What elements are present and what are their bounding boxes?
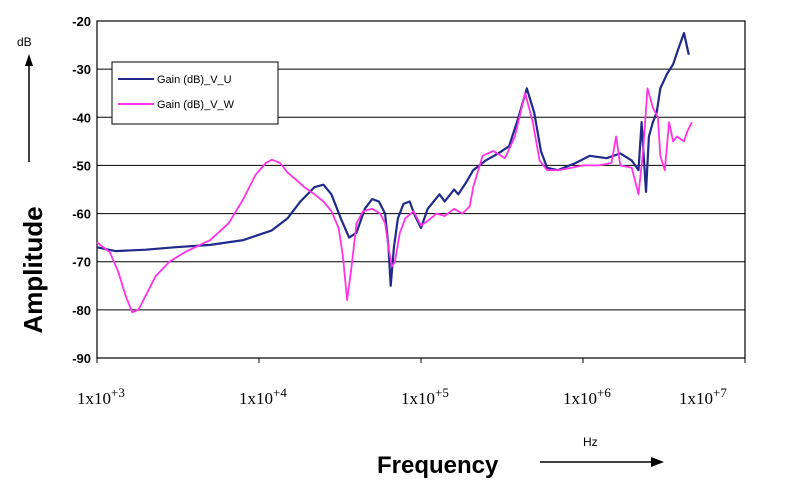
x-tick-label: 1x10+3	[77, 385, 125, 408]
y-tick-label: -70	[72, 255, 91, 270]
y-tick-label: -20	[72, 14, 91, 29]
y-tick-label: -90	[72, 351, 91, 366]
x-tick-label: 1x10+4	[239, 385, 287, 408]
y-tick-label: -30	[72, 62, 91, 77]
y-arrow-head	[25, 54, 33, 66]
y-tick-label: -50	[72, 158, 91, 173]
y-axis-annotation: dB Amplitude	[17, 35, 48, 334]
legend-box	[111, 61, 279, 125]
y-tick-label: -80	[72, 303, 91, 318]
series-layer	[96, 31, 693, 314]
y-tick-label: -60	[72, 207, 91, 222]
y-tick-labels: -20 -30 -40 -50 -60 -70 -80 -90	[72, 14, 91, 366]
x-tick-labels: 1x10+3 1x10+4 1x10+5 1x10+6 1x10+7	[77, 358, 746, 408]
legend-label-series-1: Gain (dB)_V_U	[157, 74, 232, 86]
x-unit-label: Hz	[583, 435, 598, 449]
y-tick-label: -40	[72, 110, 91, 125]
y-unit-label: dB	[17, 35, 32, 49]
x-tick-label: 1x10+5	[401, 385, 449, 408]
legend-label-series-2: Gain (dB)_V_W	[157, 99, 235, 111]
series-line-2	[96, 87, 693, 314]
x-axis-title: Frequency	[377, 452, 499, 479]
y-axis-title: Amplitude	[18, 206, 48, 333]
series-line-1	[96, 31, 690, 287]
x-arrow-head	[651, 457, 664, 467]
legend: Gain (dB)_V_U Gain (dB)_V_W	[111, 61, 279, 125]
x-tick-label: 1x10+6	[563, 385, 611, 408]
x-tick-label: 1x10+7	[679, 385, 727, 408]
x-axis-annotation: Frequency Hz	[377, 435, 664, 479]
